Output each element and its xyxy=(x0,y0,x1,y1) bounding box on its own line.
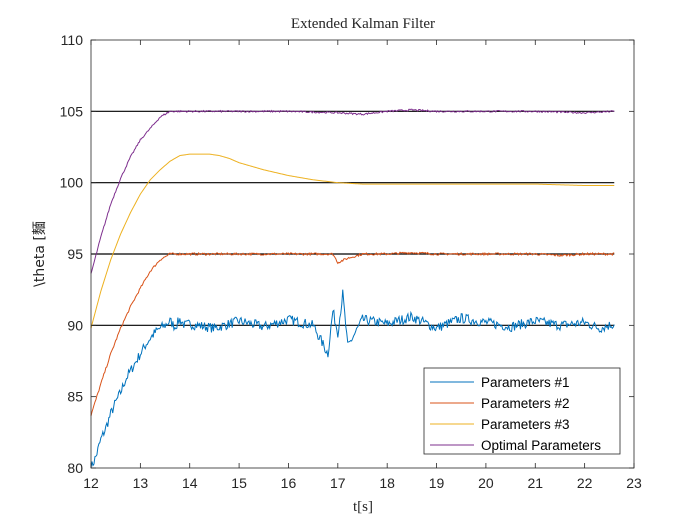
x-tick-label: 23 xyxy=(626,475,642,491)
y-tick-label: 95 xyxy=(67,246,83,262)
legend: Parameters #1 Parameters #2 Parameters #3 O… xyxy=(423,367,621,455)
x-tick-label: 15 xyxy=(231,475,247,491)
x-tick-label: 18 xyxy=(379,475,395,491)
x-tick-label: 19 xyxy=(429,475,445,491)
series-lines xyxy=(90,108,615,469)
y-tick-label: 110 xyxy=(61,32,84,48)
x-tick-label: 21 xyxy=(527,475,543,491)
series-line-2 xyxy=(90,251,615,417)
x-tick-label: 17 xyxy=(330,475,346,491)
x-tick-label: 22 xyxy=(577,475,593,491)
legend-items: Parameters #1 Parameters #2 Parameters #3 O… xyxy=(430,375,601,453)
legend-label-3: Parameters #3 xyxy=(481,417,570,432)
x-tick-label: 12 xyxy=(83,475,99,491)
x-tick-label: 14 xyxy=(182,475,198,491)
x-axis-label: t[s] xyxy=(353,499,373,515)
y-tick-label: 85 xyxy=(67,389,83,405)
y-tick-label: 105 xyxy=(60,103,84,119)
series-line-4 xyxy=(90,108,615,274)
series-line-3 xyxy=(90,153,615,329)
x-tick-label: 13 xyxy=(133,475,149,491)
y-tick-label: 90 xyxy=(67,317,83,333)
legend-label-1: Parameters #1 xyxy=(481,375,570,390)
y-tick-label: 80 xyxy=(67,460,83,476)
series-line-1 xyxy=(90,289,615,469)
plot-area: 12 13 14 15 16 17 18 19 20 21 22 23 808590951001051… xyxy=(60,32,642,491)
legend-label-4: Optimal Parameters xyxy=(481,438,601,453)
x-tick-label: 20 xyxy=(478,475,494,491)
y-tick-label: 100 xyxy=(60,175,84,191)
legend-label-2: Parameters #2 xyxy=(481,396,570,411)
y-axis-ticks: 80 85 90 95 100 105 110 xyxy=(60,32,634,476)
x-axis-ticks: 12 13 14 15 16 17 18 19 20 21 22 23 xyxy=(83,40,642,491)
chart-title: Extended Kalman Filter xyxy=(291,16,435,32)
y-axis-label: \theta [麵 xyxy=(32,221,48,287)
x-tick-label: 16 xyxy=(281,475,297,491)
